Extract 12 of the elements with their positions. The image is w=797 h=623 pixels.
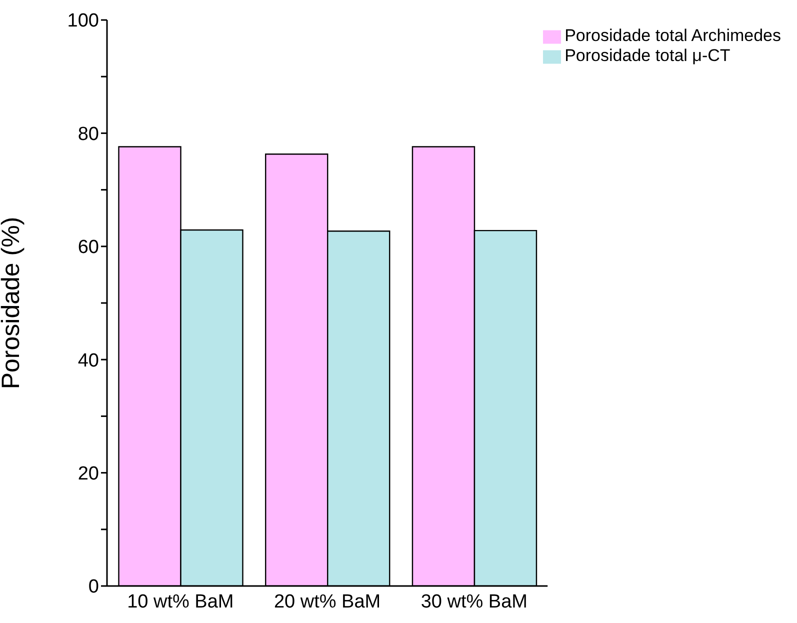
legend-label: Porosidade total μ-CT: [564, 46, 730, 65]
y-tick-label: 40: [78, 350, 99, 372]
legend-label: Porosidade total Archimedes: [564, 26, 781, 45]
y-tick-label: 60: [78, 237, 99, 258]
x-tick-label: 20 wt% BaM: [274, 591, 381, 612]
y-axis-title: Porosidade (%): [0, 216, 25, 390]
y-tick-label: 80: [78, 124, 99, 145]
x-tick-label: 10 wt% BaM: [127, 591, 234, 612]
y-tick-label: 20: [78, 464, 99, 485]
x-tick-label: 30 wt% BaM: [420, 591, 528, 612]
y-tick-label: 100: [67, 10, 99, 32]
y-tick-label: 0: [88, 576, 99, 598]
